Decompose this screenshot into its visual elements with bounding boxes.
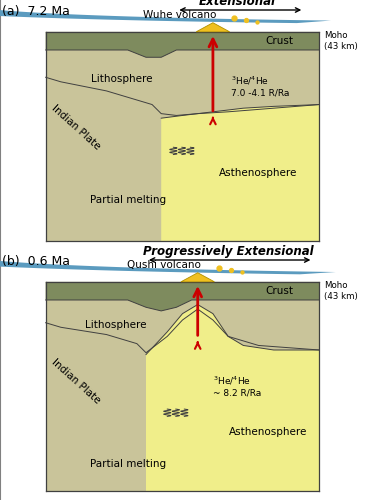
Text: Partial melting: Partial melting [90, 458, 166, 468]
Polygon shape [0, 260, 336, 274]
Text: Indian Plate: Indian Plate [50, 103, 102, 152]
Text: Indian Plate: Indian Plate [50, 358, 102, 406]
Polygon shape [146, 304, 319, 491]
Text: Moho
(43 km): Moho (43 km) [324, 31, 358, 50]
Text: (a)  7.2 Ma: (a) 7.2 Ma [1, 4, 69, 18]
Polygon shape [181, 272, 214, 282]
Text: $^{3}$He/$^{4}$He
~ 8.2 R/Ra: $^{3}$He/$^{4}$He ~ 8.2 R/Ra [213, 375, 261, 398]
Text: Wuhe volcano: Wuhe volcano [143, 10, 216, 20]
Text: Lithosphere: Lithosphere [85, 320, 146, 330]
Text: Progressively Extensional: Progressively Extensional [143, 244, 314, 258]
Text: Extensional: Extensional [199, 0, 276, 8]
Text: Crust: Crust [266, 286, 294, 296]
Text: (b)  0.6 Ma: (b) 0.6 Ma [1, 254, 69, 268]
Text: Qushi volcano: Qushi volcano [127, 260, 201, 270]
Text: $^{3}$He/$^{4}$He
7.0 -4.1 R/Ra: $^{3}$He/$^{4}$He 7.0 -4.1 R/Ra [231, 75, 289, 98]
Polygon shape [46, 282, 319, 311]
Polygon shape [161, 104, 319, 241]
Polygon shape [46, 282, 319, 491]
Text: Partial melting: Partial melting [90, 195, 166, 205]
Text: Crust: Crust [266, 36, 294, 46]
Text: Moho
(43 km): Moho (43 km) [324, 281, 358, 300]
Polygon shape [46, 32, 319, 241]
Polygon shape [196, 22, 230, 32]
Polygon shape [0, 10, 331, 23]
Text: Asthenosphere: Asthenosphere [228, 427, 307, 437]
Text: Lithosphere: Lithosphere [91, 74, 153, 84]
Text: Asthenosphere: Asthenosphere [219, 168, 298, 177]
Polygon shape [46, 32, 319, 58]
